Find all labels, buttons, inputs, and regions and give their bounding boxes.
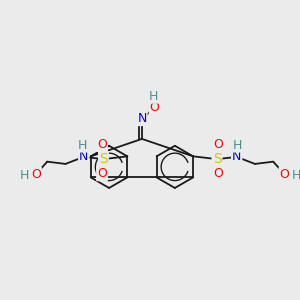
Text: O: O (31, 168, 41, 181)
Text: N: N (137, 112, 147, 125)
Text: O: O (214, 138, 224, 151)
Text: H: H (148, 90, 158, 103)
Text: S: S (99, 152, 108, 166)
Text: O: O (150, 101, 160, 115)
Text: H: H (233, 139, 242, 152)
Text: S: S (213, 152, 221, 166)
Text: O: O (280, 168, 290, 181)
Text: H: H (292, 169, 300, 182)
Text: O: O (214, 167, 224, 180)
Text: O: O (97, 138, 107, 151)
Text: N: N (79, 150, 88, 164)
Text: H: H (20, 169, 29, 182)
Text: O: O (97, 167, 107, 180)
Text: N: N (232, 150, 242, 164)
Text: H: H (78, 139, 88, 152)
